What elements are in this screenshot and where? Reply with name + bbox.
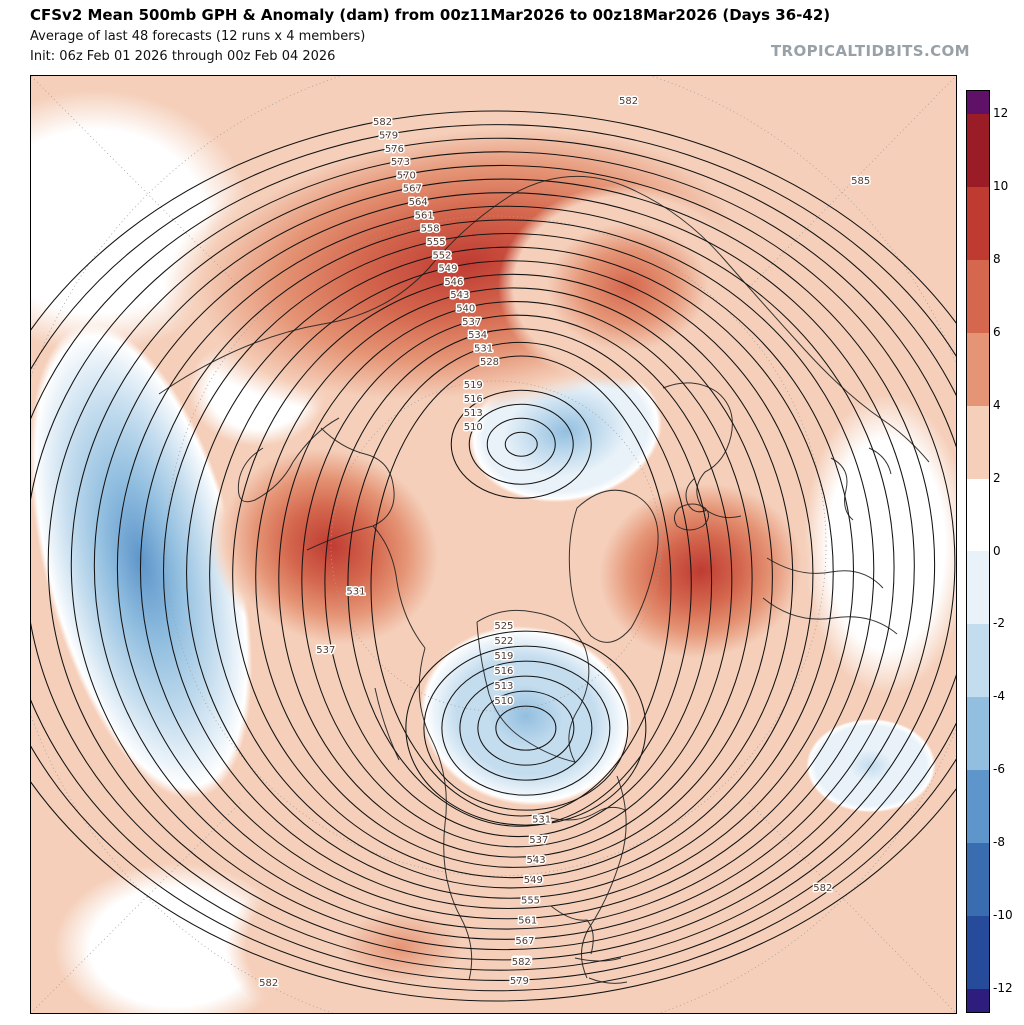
anomaly-blob	[420, 626, 632, 806]
colorbar-segment	[967, 114, 989, 188]
colorbar-tick-label: 12	[993, 106, 1009, 121]
contour-label: 567	[515, 936, 534, 947]
contour-label: 531	[532, 815, 551, 826]
colorbar-tick-label: -4	[993, 689, 1005, 704]
colorbar-tick-label: -12	[993, 980, 1013, 995]
contour-label: 582	[373, 117, 392, 128]
colorbar-segment	[967, 842, 989, 916]
colorbar-tick-label: -10	[993, 907, 1013, 922]
colorbar-segment	[967, 915, 989, 989]
colorbar-segment	[967, 697, 989, 771]
negative-anomaly-shading	[31, 323, 936, 813]
anomaly-blob	[225, 844, 577, 1013]
contour-label: 579	[510, 976, 529, 987]
colorbar-segment	[967, 332, 989, 406]
site-watermark: TROPICALTIDBITS.COM	[770, 42, 970, 60]
colorbar-tick-label: -8	[993, 834, 1005, 849]
anomaly-map: 528 531 531 531 534 537 537 537 540 543 543 546 549 5…	[30, 75, 957, 1014]
contour-label: 531	[346, 586, 365, 597]
init-time-line: Init: 06z Feb 01 2026 through 00z Feb 04…	[30, 49, 336, 64]
chart-title: CFSv2 Mean 500mb GPH & Anomaly (dam) fro…	[30, 6, 831, 24]
contour-label: 549	[524, 875, 543, 886]
contour-label: 516	[464, 394, 483, 405]
contour-label: 573	[513, 956, 532, 967]
colorbar-segment	[967, 91, 989, 115]
colorbar-tick-label: -6	[993, 762, 1005, 777]
colorbar-segment	[967, 405, 989, 479]
anomaly-blob	[803, 394, 956, 695]
colorbar-tick-label: 10	[993, 179, 1009, 194]
contour-label: 513	[464, 408, 483, 419]
contour-label: 537	[462, 317, 481, 328]
anomaly-blob	[31, 323, 253, 799]
map-canvas: 528 531 531 531 534 537 537 537 540 543 543 546 549 5…	[31, 76, 956, 1013]
contour-label: 570	[397, 170, 416, 181]
anomaly-blob	[498, 183, 758, 390]
contour-label: 510	[464, 422, 483, 433]
contour-label: 510	[494, 696, 513, 707]
colorbar-segment	[967, 187, 989, 261]
colorbar-tick-label: -2	[993, 616, 1005, 631]
contour-label: 555	[427, 237, 446, 248]
height-contours	[31, 110, 956, 1002]
contour-label: 576	[385, 144, 404, 155]
contour-label: 513	[494, 681, 513, 692]
contour-label: 567	[403, 184, 422, 195]
colorbar-segment	[967, 478, 989, 552]
contour-label: 543	[527, 855, 546, 866]
contour-label: 531	[474, 343, 493, 354]
contour-label: 546	[444, 277, 463, 288]
colorbar-segment	[967, 624, 989, 698]
contour-label: 561	[518, 916, 537, 927]
colorbar-tick-label: 2	[993, 470, 1001, 485]
contour-label: 582	[619, 96, 638, 107]
contour-label: 528	[480, 357, 499, 368]
contour-label: 549	[438, 264, 457, 275]
colorbar-tick-label: 0	[993, 543, 1001, 558]
contour-label: 582	[512, 957, 531, 968]
contour-label: 564	[409, 197, 428, 208]
colorbar-tick-labels: 12 10 8 6 4 2 0 -2 -4 -6 -8 -10 -12	[993, 90, 1023, 1011]
contour-label: 522	[494, 636, 513, 647]
contour-label: 573	[391, 157, 410, 168]
contour-label: 579	[379, 130, 398, 141]
contour-label: 582	[259, 978, 278, 989]
colorbar-segment	[967, 988, 989, 1012]
contour-label: 552	[432, 250, 451, 261]
colorbar-segment	[967, 551, 989, 625]
contour-label: 585	[851, 176, 870, 187]
contour-label: 537	[316, 645, 335, 656]
contour-label: 582	[813, 883, 832, 894]
contour-label: 537	[529, 835, 548, 846]
colorbar-tick-label: 6	[993, 324, 1001, 339]
contour-label: 519	[464, 380, 483, 391]
colorbar	[966, 90, 990, 1013]
colorbar-tick-label: 8	[993, 252, 1001, 267]
colorbar-segment	[967, 770, 989, 843]
contour-label: 561	[415, 210, 434, 221]
contour-label: 534	[468, 330, 487, 341]
chart-subtitle: Average of last 48 forecasts (12 runs x …	[30, 29, 366, 44]
contour-label: 543	[450, 290, 469, 301]
contour-label: 516	[494, 666, 513, 677]
anomaly-blob	[585, 471, 816, 670]
graticule	[31, 76, 956, 1013]
colorbar-segment	[967, 260, 989, 333]
contour-label: 519	[494, 651, 513, 662]
contour-label: 555	[521, 895, 540, 906]
contour-labels: 528 531 531 531 534 537 537 537 540 543 543 546 549 5…	[258, 95, 872, 991]
contour-label: 558	[421, 224, 440, 235]
contour-label: 525	[494, 621, 513, 632]
contour-label: 540	[456, 304, 475, 315]
colorbar-tick-label: 4	[993, 397, 1001, 412]
